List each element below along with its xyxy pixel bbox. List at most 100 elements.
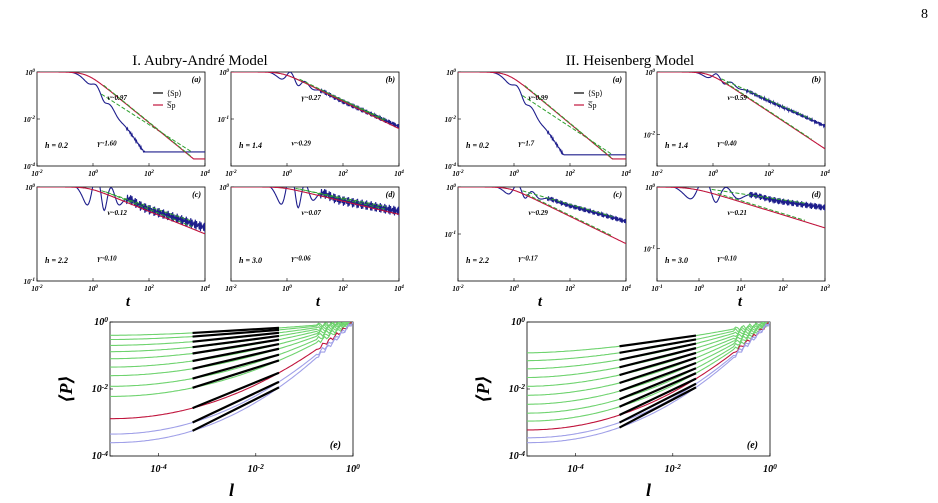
series-line-avg-sp (37, 187, 205, 235)
annotation: ν~0.21 (728, 209, 747, 217)
power-law-fit (522, 190, 613, 218)
x-tick-label: 100 (708, 169, 718, 178)
chart-panel-I-d: 10-2 100 102 104 100 (d) h = 3.0 ν~0.07 γ~0.06 (219, 183, 404, 293)
power-law-fit (101, 190, 192, 222)
panel-label: (a) (192, 75, 202, 84)
h-value-label: h = 0.2 (466, 141, 489, 150)
fit-segment (192, 342, 280, 363)
panel-label: (b) (812, 75, 822, 84)
scaling-curve (110, 322, 353, 420)
scaling-curve (527, 322, 770, 431)
chart-panel-I-e: 10-4 10-2 100 10-4 10-2 100 (e) l ⟨P⟩ (56, 315, 360, 500)
x-axis-label-l: l (229, 480, 234, 500)
h-value-label: h = 0.2 (45, 141, 68, 150)
legend-entry: ⟨Sp⟩ (167, 89, 182, 98)
y-axis-label-P: ⟨P⟩ (56, 375, 76, 402)
annotation: ν~0.29 (529, 209, 549, 217)
power-law-fit (522, 95, 613, 156)
h-value-label: h = 1.4 (665, 141, 688, 150)
x-axis-label-t-left-2: t (316, 294, 321, 310)
panel-label: (d) (812, 190, 822, 199)
fit-segment (192, 334, 280, 349)
series-line-avg-sp (458, 187, 626, 245)
y-tick-label: 10-4 (24, 162, 36, 171)
scaling-curve (527, 322, 770, 414)
y-tick-label: 100 (25, 183, 35, 192)
power-law-fit (299, 188, 386, 210)
panel-label: (e) (747, 440, 758, 451)
scaling-curve (110, 322, 353, 368)
legend-entry: ⟨Sp⟩ (588, 89, 603, 98)
chart-panel-II-b: 10-2 100 102 104 10-2 100 (b) h = 1.4 ν~0.59 γ~0.… (644, 68, 831, 178)
scaling-curve (110, 322, 353, 387)
x-tick-label: 102 (144, 284, 154, 293)
series-line-mean-sp (37, 72, 205, 153)
scaling-curve (527, 322, 770, 444)
legend-entry: S̅p (587, 101, 596, 110)
chart-panel-II-e: 10-4 10-2 100 10-4 10-2 100 (e) l ⟨P⟩ (473, 315, 777, 500)
fit-segment (192, 347, 280, 370)
power-law-fit (717, 193, 806, 221)
page-number: 8 (921, 7, 928, 22)
y-tick-label: 100 (219, 183, 229, 192)
fit-segment (619, 338, 697, 354)
annotation: γ~1.7 (518, 139, 534, 147)
x-tick-label: 104 (200, 169, 210, 178)
fit-segment (192, 353, 280, 380)
x-tick-label: 100 (282, 284, 292, 293)
annotation: γ~0.40 (717, 139, 737, 147)
series-line-avg-sp (458, 72, 626, 160)
series-line-avg-sp (657, 187, 825, 229)
x-tick-label: 102 (565, 169, 575, 178)
fit-segment (618, 386, 697, 429)
plot-frame-II-c (457, 186, 627, 282)
annotation: ν~0.59 (728, 94, 748, 102)
x-tick-label: 104 (621, 284, 631, 293)
plot-frame-I-d (230, 186, 400, 282)
x-tick-label: 102 (565, 284, 575, 293)
annotation: ν~0.97 (108, 94, 128, 102)
series-line-mean-sp (458, 72, 626, 156)
x-tick-label: 104 (394, 284, 404, 293)
x-tick-label: 100 (763, 462, 777, 475)
panel-label: (c) (192, 190, 201, 199)
x-tick-label: 10-2 (665, 462, 681, 475)
h-value-label: h = 3.0 (239, 256, 262, 265)
fit-segment (192, 328, 280, 338)
x-tick-label: 10-2 (248, 462, 264, 475)
power-law-fit (295, 187, 386, 208)
fit-segment (619, 372, 697, 408)
annotation: γ~0.10 (717, 254, 737, 262)
scaling-curve (110, 322, 353, 377)
power-law-fit (524, 85, 613, 160)
scaling-curve (527, 322, 770, 439)
annotation: γ~0.06 (291, 254, 311, 262)
x-tick-label: 104 (621, 169, 631, 178)
power-law-fit (526, 193, 613, 237)
y-tick-label: 100 (446, 183, 456, 192)
x-tick-label: 104 (394, 169, 404, 178)
x-tick-label: 10-2 (452, 284, 464, 293)
y-tick-label: 10-4 (92, 449, 108, 462)
scaling-curve (110, 322, 353, 397)
scaling-curve (527, 322, 770, 405)
series-line-mean-sp (231, 72, 399, 130)
y-tick-label: 10-2 (24, 115, 36, 124)
plot-frame-I-c (36, 186, 206, 282)
fit-segment (619, 377, 697, 417)
scaling-curve (527, 322, 770, 396)
fit-segment (192, 359, 280, 389)
scaling-curve (527, 322, 770, 387)
chart-panel-I-c: 10-2 100 102 104 10-1 100 (c) h = 2.2 ν~0.12 γ~0.… (24, 183, 211, 293)
power-law-fit (103, 84, 192, 158)
x-tick-label: 100 (282, 169, 292, 178)
annotation: γ~0.27 (302, 94, 322, 102)
chart-panel-II-d: 10-1 100 101 102 103 10-1 100 (d) h = 3.0 ν~0.21 γ… (644, 183, 831, 293)
y-tick-label: 10-4 (445, 162, 457, 171)
power-law-fit (721, 78, 812, 120)
fit-segment (619, 334, 697, 348)
series-line-mean-sp (671, 187, 825, 211)
series-line-mean-sp (269, 187, 399, 217)
